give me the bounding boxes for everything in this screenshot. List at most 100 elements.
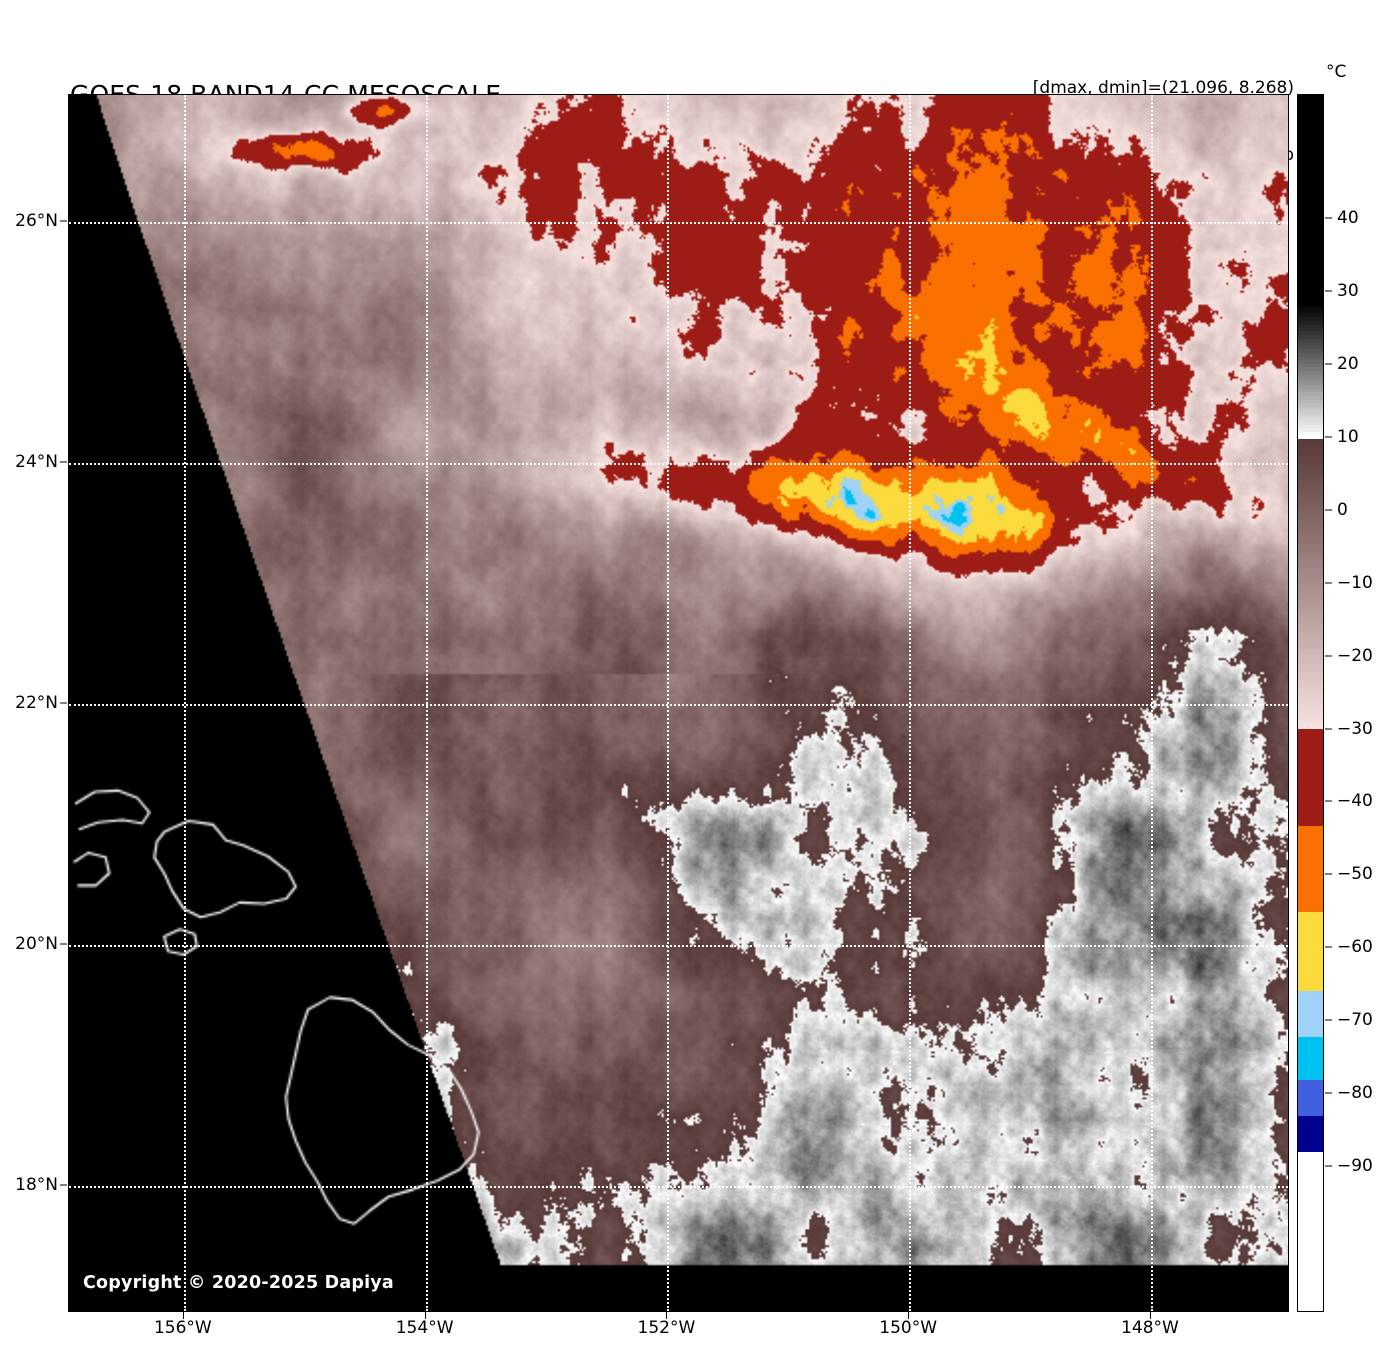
colorbar-segment [1298, 1280, 1323, 1286]
colorbar-segment [1298, 625, 1323, 630]
colorbar-segment [1298, 1273, 1323, 1279]
colorbar-segment [1298, 875, 1323, 881]
colorbar-segment [1298, 1080, 1323, 1085]
colorbar-segment [1298, 1205, 1323, 1211]
colorbar-segment [1298, 786, 1323, 791]
x-tick-mark [666, 1312, 668, 1319]
colorbar-segment [1298, 535, 1323, 541]
colorbar-tick-mark [1325, 436, 1332, 438]
colorbar-segment [1298, 259, 1323, 265]
colorbar-segment [1298, 696, 1323, 702]
colorbar-tick-mark [1325, 509, 1332, 511]
colorbar-segment [1298, 983, 1323, 988]
colorbar-segment [1298, 621, 1323, 627]
colorbar-segment [1298, 105, 1323, 111]
colorbar-segment [1298, 714, 1323, 720]
colorbar-segment [1298, 446, 1323, 451]
colorbar-segment [1298, 191, 1323, 197]
colorbar-segment [1298, 1040, 1323, 1046]
y-axis-tick-label: 18°N [15, 1175, 58, 1196]
colorbar-segment [1298, 202, 1323, 208]
colorbar-tick-mark [1325, 1092, 1332, 1094]
colorbar-segment [1298, 481, 1323, 487]
colorbar-segment [1298, 1155, 1323, 1160]
y-tick-mark [60, 461, 67, 463]
colorbar-segment [1298, 571, 1323, 577]
colorbar-segment [1298, 850, 1323, 856]
colorbar-segment [1298, 120, 1323, 125]
colorbar-segment [1298, 324, 1323, 329]
colorbar-segment [1298, 1144, 1323, 1150]
colorbar-segment [1298, 879, 1323, 885]
colorbar-segment [1298, 1201, 1323, 1207]
colorbar-segment [1298, 496, 1323, 501]
colorbar-segment [1298, 915, 1323, 920]
x-axis-tick-label: 148°W [1121, 1318, 1179, 1338]
colorbar-tick-mark [1325, 363, 1332, 365]
colorbar-segment [1298, 1287, 1323, 1293]
colorbar-segment [1298, 163, 1323, 168]
colorbar-tick-label: −60 [1337, 937, 1373, 958]
colorbar-segment [1298, 1209, 1323, 1214]
colorbar-segment [1298, 327, 1323, 333]
x-axis-tick-label: 154°W [395, 1318, 454, 1338]
colorbar-segment [1298, 822, 1323, 827]
colorbar-segment [1298, 1309, 1323, 1311]
colorbar-tick-mark [1325, 873, 1332, 875]
colorbar-tick-label: 40 [1337, 207, 1359, 228]
colorbar-segment [1298, 739, 1323, 745]
colorbar-segment [1298, 1037, 1323, 1042]
colorbar-segment [1298, 223, 1323, 229]
y-axis-tick-label: 20°N [15, 934, 58, 955]
colorbar-segment [1298, 1072, 1323, 1078]
colorbar-segment [1298, 521, 1323, 526]
colorbar-segment [1298, 539, 1323, 544]
colorbar-segment [1298, 750, 1323, 756]
colorbar-segment [1298, 1069, 1323, 1074]
colorbar-segment [1298, 661, 1323, 666]
colorbar-tick-mark [1325, 1165, 1332, 1167]
colorbar-segment [1298, 725, 1323, 731]
colorbar-segment [1298, 206, 1323, 211]
colorbar-segment [1298, 116, 1323, 122]
colorbar-segment [1298, 170, 1323, 175]
colorbar-segment [1298, 263, 1323, 268]
colorbar-segment [1298, 1262, 1323, 1268]
colorbar-segment [1298, 1044, 1323, 1049]
colorbar-segment [1298, 542, 1323, 548]
colorbar-segment [1298, 840, 1323, 845]
colorbar-segment [1298, 582, 1323, 587]
colorbar-segment [1298, 965, 1323, 971]
colorbar-segment [1298, 829, 1323, 834]
y-axis-tick-label: 24°N [15, 451, 58, 472]
colorbar-segment [1298, 911, 1323, 917]
colorbar-segment [1298, 614, 1323, 620]
colorbar-segment [1298, 1101, 1323, 1107]
colorbar-segment [1298, 585, 1323, 591]
colorbar-segment [1298, 893, 1323, 899]
colorbar-segment [1298, 729, 1323, 734]
colorbar-segment [1298, 883, 1323, 888]
colorbar-segment [1298, 231, 1323, 236]
colorbar-segment [1298, 1087, 1323, 1092]
colorbar-segment [1298, 342, 1323, 347]
colorbar-segment [1298, 1166, 1323, 1171]
colorbar-segment [1298, 818, 1323, 824]
colorbar-segment [1298, 252, 1323, 258]
colorbar-segment [1298, 789, 1323, 795]
colorbar-segment [1298, 313, 1323, 319]
y-tick-mark [60, 943, 67, 945]
colorbar-segment [1298, 295, 1323, 301]
colorbar-segment [1298, 503, 1323, 508]
copyright-notice: Copyright © 2020-2025 Dapiya [83, 1273, 394, 1293]
colorbar-segment [1298, 1223, 1323, 1229]
colorbar-segment [1298, 474, 1323, 480]
colorbar-segment [1298, 1305, 1323, 1311]
colorbar-segment [1298, 1252, 1323, 1257]
colorbar-segment [1298, 277, 1323, 283]
colorbar-segment [1298, 901, 1323, 906]
colorbar-segment [1298, 284, 1323, 290]
colorbar-segment [1298, 406, 1323, 412]
colorbar-segment [1298, 804, 1323, 809]
colorbar-tick-mark [1325, 1019, 1332, 1021]
